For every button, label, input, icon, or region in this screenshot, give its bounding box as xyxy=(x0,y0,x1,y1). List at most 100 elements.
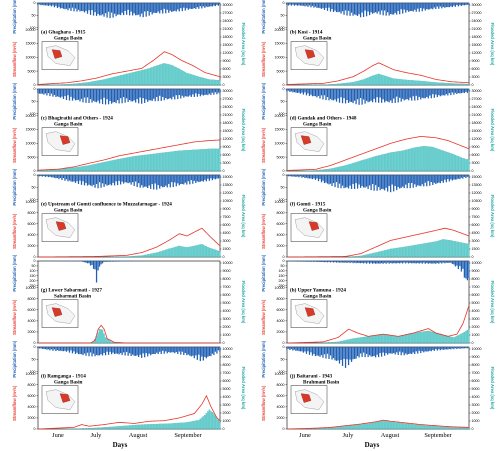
flooded-area-bar xyxy=(374,156,377,172)
precip-bar xyxy=(110,347,113,355)
precip-bar xyxy=(341,3,344,12)
precip-bar xyxy=(151,347,153,355)
precip-bar xyxy=(85,89,87,103)
flooded-area-bar xyxy=(427,81,429,86)
precip-bar xyxy=(113,3,116,14)
precip-bar xyxy=(390,175,392,193)
precip-bar xyxy=(135,3,137,16)
flooded-tick-label: 1000 xyxy=(223,333,231,337)
streamflow-tick-label: 6000 xyxy=(277,394,285,398)
precip-bar xyxy=(38,175,41,177)
flooded-area-bar xyxy=(157,65,159,86)
flooded-area-bar xyxy=(95,163,98,172)
precip-bar xyxy=(341,175,344,186)
flooded-area-bar xyxy=(346,82,348,86)
precip-bar xyxy=(388,347,390,354)
precip-bar xyxy=(346,261,348,263)
flooded-area-bar xyxy=(174,151,176,172)
precip-bar xyxy=(147,89,149,102)
precip-bar xyxy=(97,3,99,14)
flooded-area-bar xyxy=(214,148,217,172)
precip-bar xyxy=(411,261,413,264)
precip-bar xyxy=(468,89,470,92)
flooded-area-bar xyxy=(202,149,204,172)
precip-bar xyxy=(62,3,65,9)
precip-bar xyxy=(323,261,326,263)
precip-bar xyxy=(296,261,299,262)
precip-bar xyxy=(37,3,39,5)
flooded-area-bar xyxy=(122,158,125,172)
precip-tick-label: 0 xyxy=(283,87,285,91)
precip-bar xyxy=(331,347,333,360)
panel-basin: Ganga Basin xyxy=(303,208,332,214)
precip-tick-label: 100 xyxy=(30,112,36,116)
precip-bar xyxy=(85,261,87,263)
precip-bar xyxy=(432,175,434,185)
flooded-area-bar xyxy=(401,79,404,86)
flooded-area-bar xyxy=(441,334,443,344)
flooded-area-bar xyxy=(451,83,453,86)
flooded-tick-label: 5000 xyxy=(223,301,231,305)
precip-bar xyxy=(202,89,204,96)
precip-bar xyxy=(323,3,326,10)
precip-bar xyxy=(198,347,200,355)
precip-bar xyxy=(313,347,315,355)
precip-bar xyxy=(151,89,153,101)
precip-bar xyxy=(116,347,119,354)
precip-bar xyxy=(116,175,119,186)
flooded-area-bar xyxy=(367,158,369,172)
flooded-area-bar xyxy=(371,422,374,430)
precip-bar xyxy=(298,89,300,93)
flooded-area-bar xyxy=(457,241,459,258)
precip-bar xyxy=(347,261,350,263)
precip-bar xyxy=(107,261,110,262)
precip-bar xyxy=(37,175,39,176)
flooded-area-bar xyxy=(365,336,368,344)
flooded-area-bar xyxy=(208,409,210,430)
flooded-area-bar xyxy=(426,81,428,86)
precip-bar xyxy=(177,89,179,100)
flooded-area-bar xyxy=(216,80,218,86)
flooded-area-bar xyxy=(196,245,198,258)
precip-bar xyxy=(41,89,44,94)
flooded-area-bar xyxy=(199,77,201,86)
precip-tick-label: 0 xyxy=(283,345,285,349)
flooded-area-bar xyxy=(403,334,405,344)
flooded-area-bar xyxy=(335,167,338,172)
precip-bar xyxy=(302,261,305,262)
precip-bar xyxy=(384,175,386,191)
precip-bar xyxy=(356,261,359,263)
flooded-area-bar xyxy=(186,150,188,172)
flooded-area-bar xyxy=(420,80,422,86)
precip-bar xyxy=(83,175,86,186)
flooded-area-bar xyxy=(371,157,374,172)
flooded-area-bar xyxy=(180,422,182,430)
flooded-area-bar xyxy=(109,77,111,86)
flooded-area-bar xyxy=(148,424,150,430)
precip-tick-label: 50 xyxy=(32,100,36,104)
precip-bar xyxy=(466,3,469,5)
flooded-area-bar xyxy=(459,334,461,344)
flooded-area-bar xyxy=(426,425,428,430)
precip-bar xyxy=(101,3,104,15)
flooded-area-bar xyxy=(341,340,344,344)
flooded-area-bar xyxy=(219,251,221,258)
precip-bar xyxy=(433,3,435,8)
flooded-area-bar xyxy=(198,244,200,258)
precip-bar xyxy=(80,3,83,11)
precip-bar xyxy=(83,89,86,98)
precip-bar xyxy=(88,3,90,11)
precip-bar xyxy=(337,89,339,99)
flooded-area-bar xyxy=(386,76,389,86)
precip-bar xyxy=(100,89,102,100)
flooded-tick-label: 18000 xyxy=(223,35,233,39)
precip-bar xyxy=(402,347,404,353)
precip-bar xyxy=(98,175,101,183)
precip-bar xyxy=(326,3,329,11)
flooded-area-bar xyxy=(380,251,383,258)
flooded-area-bar xyxy=(456,241,458,258)
precip-bar xyxy=(101,261,104,264)
flooded-area-bar xyxy=(403,79,405,86)
flooded-axis-title: Flooded Area (sq km) xyxy=(490,367,495,410)
precip-bar xyxy=(371,261,374,264)
